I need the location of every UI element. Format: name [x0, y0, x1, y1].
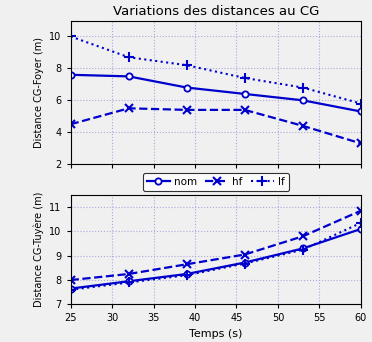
lf — [243, 262, 247, 266]
hf — [68, 278, 73, 282]
nom — [243, 92, 247, 96]
lf — [185, 63, 189, 67]
nom — [185, 272, 189, 276]
hf — [359, 209, 363, 213]
Line: hf: hf — [67, 207, 365, 284]
nom — [301, 98, 305, 102]
Legend: nom, hf, lf: nom, hf, lf — [142, 173, 289, 191]
hf — [243, 252, 247, 256]
lf — [126, 55, 131, 59]
Y-axis label: Distance CG-Tuyère (m): Distance CG-Tuyère (m) — [33, 192, 44, 307]
lf — [126, 280, 131, 285]
hf — [185, 108, 189, 112]
hf — [126, 272, 131, 276]
Line: nom: nom — [68, 72, 364, 115]
hf — [359, 141, 363, 145]
hf — [126, 106, 131, 110]
lf — [359, 221, 363, 225]
nom — [359, 109, 363, 114]
lf — [185, 273, 189, 277]
Line: nom: nom — [68, 226, 364, 292]
nom — [126, 74, 131, 78]
lf — [301, 86, 305, 90]
nom — [243, 261, 247, 265]
Y-axis label: Distance CG-Foyer (m): Distance CG-Foyer (m) — [34, 37, 44, 148]
lf — [68, 288, 73, 292]
nom — [359, 227, 363, 231]
nom — [126, 279, 131, 283]
hf — [185, 262, 189, 266]
lf — [68, 35, 73, 39]
nom — [68, 73, 73, 77]
hf — [243, 108, 247, 112]
Line: hf: hf — [67, 104, 365, 147]
lf — [243, 76, 247, 80]
nom — [185, 86, 189, 90]
hf — [301, 124, 305, 128]
lf — [301, 248, 305, 252]
Line: lf: lf — [66, 32, 365, 108]
lf — [359, 102, 363, 106]
X-axis label: Temps (s): Temps (s) — [189, 329, 243, 339]
nom — [301, 246, 305, 250]
nom — [68, 287, 73, 291]
Line: lf: lf — [66, 219, 365, 294]
hf — [68, 122, 73, 126]
hf — [301, 234, 305, 238]
Title: Variations des distances au CG: Variations des distances au CG — [113, 5, 319, 18]
